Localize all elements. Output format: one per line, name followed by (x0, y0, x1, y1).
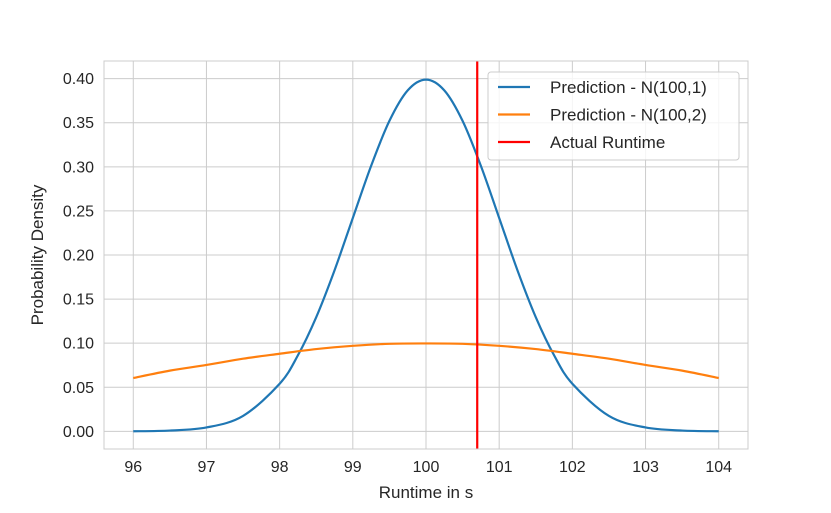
x-tick-label: 96 (124, 459, 142, 476)
plot-frame (103, 60, 749, 450)
y-tick-label: 0.20 (63, 248, 94, 265)
x-tick-label: 100 (413, 459, 440, 476)
y-tick-label: 0.10 (63, 336, 94, 353)
legend-label-2: Prediction - N(100,2) (550, 106, 707, 125)
y-tick-label: 0.35 (63, 115, 94, 132)
y-axis-label: Probability Density (28, 184, 47, 325)
x-tick-label: 97 (198, 459, 216, 476)
legend: Prediction - N(100,1) Prediction - N(100,… (487, 71, 740, 161)
y-tick-label: 0.05 (63, 380, 94, 397)
series-line-2 (133, 342, 719, 380)
y-tick-label: 0.30 (63, 159, 94, 176)
legend-box (487, 71, 740, 161)
series-line-1 (133, 78, 719, 433)
x-axis-label: Runtime in s (379, 483, 473, 502)
x-tick-label: 102 (559, 459, 586, 476)
y-tick-label: 0.25 (63, 203, 94, 220)
y-tick-labels: 0.00 0.05 0.10 0.15 0.20 0.25 0.30 0.35 0.40 (63, 71, 94, 441)
x-tick-label: 103 (632, 459, 659, 476)
legend-label-1: Prediction - N(100,1) (550, 78, 707, 97)
y-tick-label: 0.00 (63, 424, 94, 441)
x-tick-label: 104 (705, 459, 732, 476)
x-tick-labels: 96 97 98 99 100 101 102 103 104 (124, 459, 732, 476)
legend-label-3: Actual Runtime (550, 133, 665, 152)
series-lines (133, 61, 719, 449)
x-tick-label: 101 (486, 459, 513, 476)
y-tick-label: 0.40 (63, 71, 94, 88)
x-tick-label: 99 (344, 459, 362, 476)
y-tick-label: 0.15 (63, 292, 94, 309)
x-tick-label: 98 (271, 459, 289, 476)
